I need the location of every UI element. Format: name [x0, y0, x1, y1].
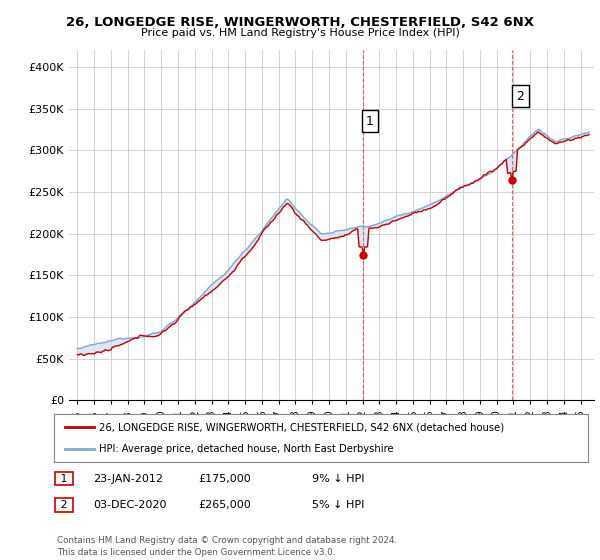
Text: 26, LONGEDGE RISE, WINGERWORTH, CHESTERFIELD, S42 6NX (detached house): 26, LONGEDGE RISE, WINGERWORTH, CHESTERF… [100, 422, 505, 432]
Text: 03-DEC-2020: 03-DEC-2020 [93, 500, 167, 510]
Text: 1: 1 [57, 474, 71, 484]
Text: 1: 1 [366, 115, 374, 128]
Text: HPI: Average price, detached house, North East Derbyshire: HPI: Average price, detached house, Nort… [100, 444, 394, 454]
Text: Contains HM Land Registry data © Crown copyright and database right 2024.
This d: Contains HM Land Registry data © Crown c… [57, 536, 397, 557]
Text: 5% ↓ HPI: 5% ↓ HPI [312, 500, 364, 510]
Text: 2: 2 [517, 90, 524, 102]
Text: 23-JAN-2012: 23-JAN-2012 [93, 474, 163, 484]
Text: Price paid vs. HM Land Registry's House Price Index (HPI): Price paid vs. HM Land Registry's House … [140, 28, 460, 38]
Text: 9% ↓ HPI: 9% ↓ HPI [312, 474, 365, 484]
Text: £265,000: £265,000 [198, 500, 251, 510]
Text: 26, LONGEDGE RISE, WINGERWORTH, CHESTERFIELD, S42 6NX: 26, LONGEDGE RISE, WINGERWORTH, CHESTERF… [66, 16, 534, 29]
Text: £175,000: £175,000 [198, 474, 251, 484]
Text: 2: 2 [57, 500, 71, 510]
